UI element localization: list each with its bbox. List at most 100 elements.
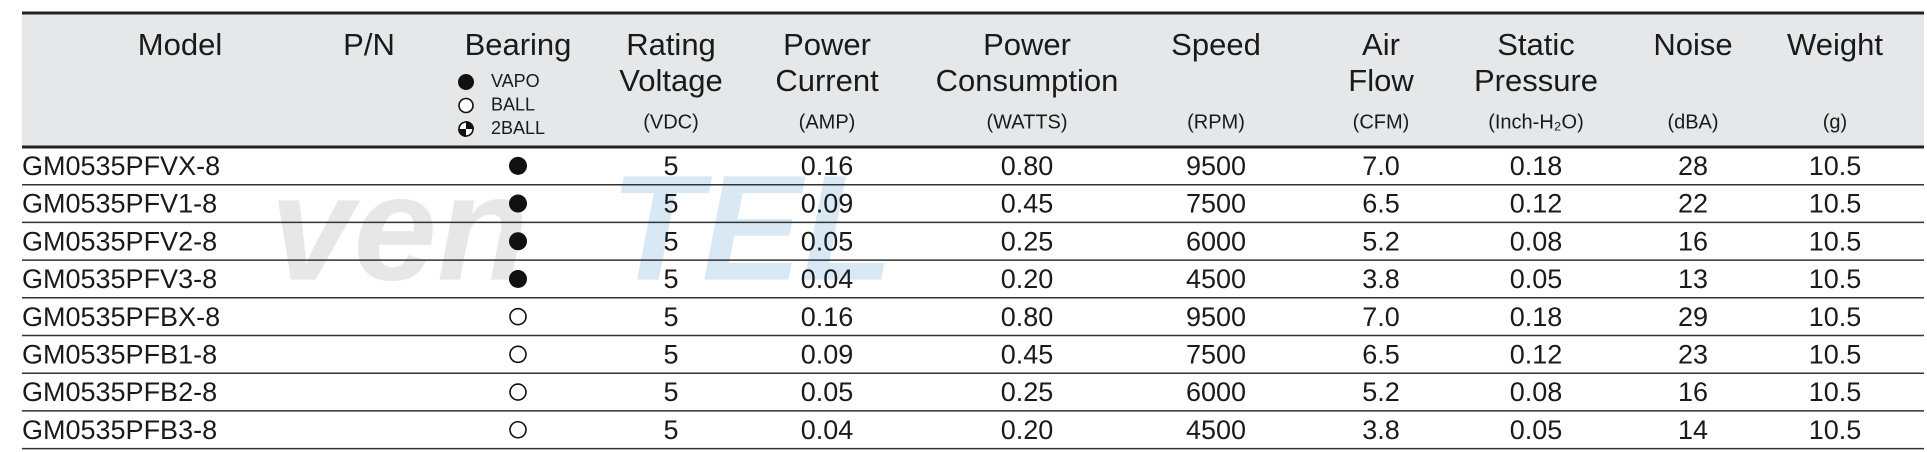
cell-value: 6.5 (1362, 189, 1400, 219)
column-title: Bearing (465, 27, 572, 62)
cell-value: 0.05 (1510, 415, 1563, 445)
header-background (22, 12, 1924, 147)
cell-value: 29 (1678, 302, 1708, 332)
cell-value: 0.20 (1001, 415, 1054, 445)
model: GM0535PFV1-8 (22, 189, 217, 219)
cell-value: 5 (663, 226, 678, 256)
cell-value: 22 (1678, 189, 1708, 219)
cell-value: 6.5 (1362, 339, 1400, 369)
bearing-symbol (509, 232, 527, 251)
cell-value: 7.0 (1362, 302, 1400, 332)
bearing-symbol (509, 156, 527, 175)
watermark: ven (270, 144, 528, 312)
cell-value: 0.09 (801, 339, 854, 369)
cell-value: 0.25 (1001, 226, 1054, 256)
cell-value: 0.80 (1001, 302, 1054, 332)
legend-label: VAPO (491, 71, 540, 91)
watermark: tel (610, 144, 893, 312)
cell-value: 3.8 (1362, 264, 1400, 294)
cell-value: 0.18 (1510, 302, 1563, 332)
cell-value: 0.80 (1001, 151, 1054, 181)
cell-value: 10.5 (1809, 151, 1862, 181)
model: GM0535PFB3-8 (22, 415, 217, 445)
column-title: Noise (1653, 27, 1732, 62)
cell-value: 4500 (1186, 415, 1246, 445)
model: GM0535PFB2-8 (22, 377, 217, 407)
column-unit: (CFM) (1353, 111, 1410, 133)
cell-value: 23 (1678, 339, 1708, 369)
column-title: Model (138, 27, 222, 62)
cell-value: 4500 (1186, 264, 1246, 294)
cell-value: 16 (1678, 377, 1708, 407)
column-title: Voltage (619, 63, 722, 98)
bearing-symbol (509, 194, 527, 213)
cell-value: 0.05 (801, 377, 854, 407)
cell-value: 16 (1678, 226, 1708, 256)
cell-value: 0.09 (801, 189, 854, 219)
cell-value: 5.2 (1362, 377, 1400, 407)
column-title: Pressure (1474, 63, 1598, 98)
bearing-symbol (509, 345, 527, 364)
cell-value: 10.5 (1809, 339, 1862, 369)
column-unit: (dBA) (1667, 111, 1718, 133)
cell-value: 0.16 (801, 151, 854, 181)
column-title: P/N (343, 27, 395, 62)
column-title: Weight (1787, 27, 1883, 62)
cell-value: 0.16 (801, 302, 854, 332)
column-title: Static (1497, 27, 1575, 62)
cell-value: 10.5 (1809, 377, 1862, 407)
legend-symbol (458, 121, 474, 137)
column-title: Flow (1348, 63, 1414, 98)
cell-value: 6000 (1186, 226, 1246, 256)
cell-value: 0.05 (801, 226, 854, 256)
cell-value: 10.5 (1809, 226, 1862, 256)
cell-value: 5 (663, 302, 678, 332)
column-title: Consumption (936, 63, 1119, 98)
cell-value: 7500 (1186, 339, 1246, 369)
cell-value: 10.5 (1809, 415, 1862, 445)
legend-symbol (458, 74, 474, 90)
column-unit: (RPM) (1187, 111, 1245, 133)
cell-value: 5 (663, 264, 678, 294)
cell-value: 5 (663, 377, 678, 407)
legend-label: BALL (491, 94, 535, 114)
bearing-symbol (509, 383, 527, 401)
cell-value: 9500 (1186, 151, 1246, 181)
cell-value: 5 (663, 151, 678, 181)
cell-value: 10.5 (1809, 302, 1862, 332)
cell-value: 7.0 (1362, 151, 1400, 181)
cell-value: 5 (663, 339, 678, 369)
cell-value: 10.5 (1809, 264, 1862, 294)
model: GM0535PFBX-8 (22, 302, 220, 332)
model: GM0535PFV2-8 (22, 226, 217, 256)
legend-symbol (458, 97, 474, 114)
cell-value: 5.2 (1362, 226, 1400, 256)
cell-value: 0.08 (1510, 377, 1563, 407)
cell-value: 0.18 (1510, 151, 1563, 181)
column-unit: (VDC) (643, 111, 699, 133)
cell-value: 5 (663, 415, 678, 445)
cell-value: 7500 (1186, 189, 1246, 219)
column-title: Current (775, 63, 879, 98)
cell-value: 0.04 (801, 415, 854, 445)
cell-value: 0.04 (801, 264, 854, 294)
bearing-symbol (509, 269, 527, 288)
bearing-symbol (509, 307, 527, 326)
column-title: Speed (1171, 27, 1261, 62)
cell-value: 6000 (1186, 377, 1246, 407)
cell-value: 0.05 (1510, 264, 1563, 294)
column-title: Air (1362, 27, 1400, 62)
cell-value: 10.5 (1809, 189, 1862, 219)
cell-value: 0.12 (1510, 339, 1563, 369)
cell-value: 0.08 (1510, 226, 1563, 256)
model: GM0535PFV3-8 (22, 264, 217, 294)
cell-value: 14 (1678, 415, 1708, 445)
column-unit: (g) (1823, 111, 1847, 133)
legend-label: 2BALL (491, 118, 545, 138)
cell-value: 0.12 (1510, 189, 1563, 219)
column-title: Power (783, 27, 871, 62)
column-title: Rating (626, 27, 716, 62)
bearing-symbol (509, 420, 527, 439)
cell-value: 0.25 (1001, 377, 1054, 407)
